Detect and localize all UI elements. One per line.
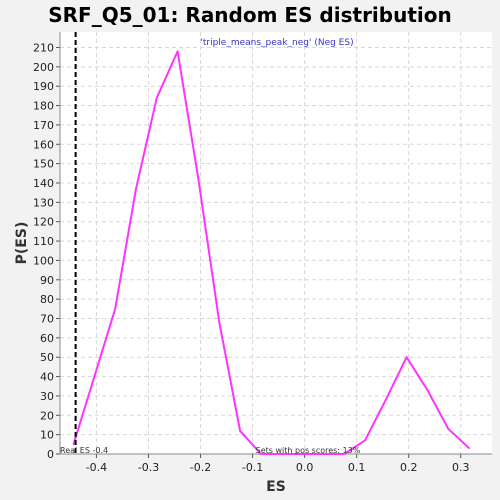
y-tick-label: 40 — [40, 371, 54, 384]
y-tick-label: 190 — [33, 80, 54, 93]
y-tick-label: 140 — [33, 177, 54, 190]
x-axis-label: ES — [266, 479, 286, 495]
data-point — [156, 97, 158, 99]
data-point — [135, 187, 137, 190]
x-tick-label: -0.2 — [190, 461, 211, 474]
tick-labels: 0 10 20 30 40 50 60 70 80 90 100 110 120 130 140 150 160… — [33, 41, 470, 474]
data-point — [385, 398, 387, 401]
y-tick-label: 90 — [40, 274, 54, 287]
x-tick-label: 0.3 — [452, 461, 470, 474]
x-tick-label: 0.2 — [400, 461, 418, 474]
data-point — [447, 428, 450, 430]
x-tick-label: 0.0 — [296, 461, 314, 474]
data-point — [426, 389, 429, 391]
y-tick-label: 170 — [33, 119, 54, 132]
grid-lines — [60, 32, 492, 454]
y-tick-label: 110 — [33, 235, 54, 248]
y-tick-label: 200 — [33, 61, 54, 74]
y-tick-label: 150 — [33, 158, 54, 171]
y-tick-label: 160 — [33, 138, 54, 151]
y-tick-label: 50 — [40, 351, 54, 364]
y-tick-label: 120 — [33, 216, 54, 229]
y-tick-label: 130 — [33, 196, 54, 209]
y-tick-label: 180 — [33, 100, 54, 113]
y-tick-label: 70 — [40, 312, 54, 325]
data-point — [114, 308, 116, 310]
data-point — [322, 453, 325, 455]
x-tick-label: -0.3 — [138, 461, 159, 474]
data-point — [405, 356, 408, 359]
plot-area — [60, 32, 492, 454]
y-tick-label: 20 — [40, 409, 54, 422]
y-tick-label: 30 — [40, 390, 54, 403]
data-point — [239, 429, 241, 432]
data-point — [72, 443, 75, 446]
data-point — [468, 447, 470, 449]
y-tick-label: 10 — [40, 429, 54, 442]
series-line — [72, 50, 470, 455]
series-layer — [72, 32, 470, 455]
data-point — [301, 453, 304, 455]
positive-scores-annotation: Sets with pos scores: 13% — [256, 446, 361, 455]
data-point — [218, 321, 221, 324]
x-tick-label: -0.1 — [242, 461, 263, 474]
data-point — [364, 439, 366, 442]
data-point — [343, 453, 345, 455]
y-tick-label: 210 — [33, 41, 54, 54]
y-tick-label: 0 — [47, 448, 54, 461]
data-point — [93, 375, 96, 378]
data-point — [176, 50, 179, 53]
legend-series-label: 'triple_means_peak_neg' (Neg ES) — [200, 38, 353, 48]
data-point — [260, 453, 262, 455]
x-tick-label: -0.4 — [86, 461, 107, 474]
y-axis-label: P(ES) — [14, 222, 30, 265]
reference-line-label: Real ES -0.4 — [60, 446, 108, 455]
data-point — [197, 178, 200, 180]
y-tick-label: 80 — [40, 293, 54, 306]
data-point — [280, 453, 283, 455]
x-tick-label: 0.1 — [348, 461, 366, 474]
chart-title: SRF_Q5_01: Random ES distribution — [48, 3, 452, 27]
y-tick-label: 100 — [33, 254, 54, 267]
y-tick-label: 60 — [40, 332, 54, 345]
